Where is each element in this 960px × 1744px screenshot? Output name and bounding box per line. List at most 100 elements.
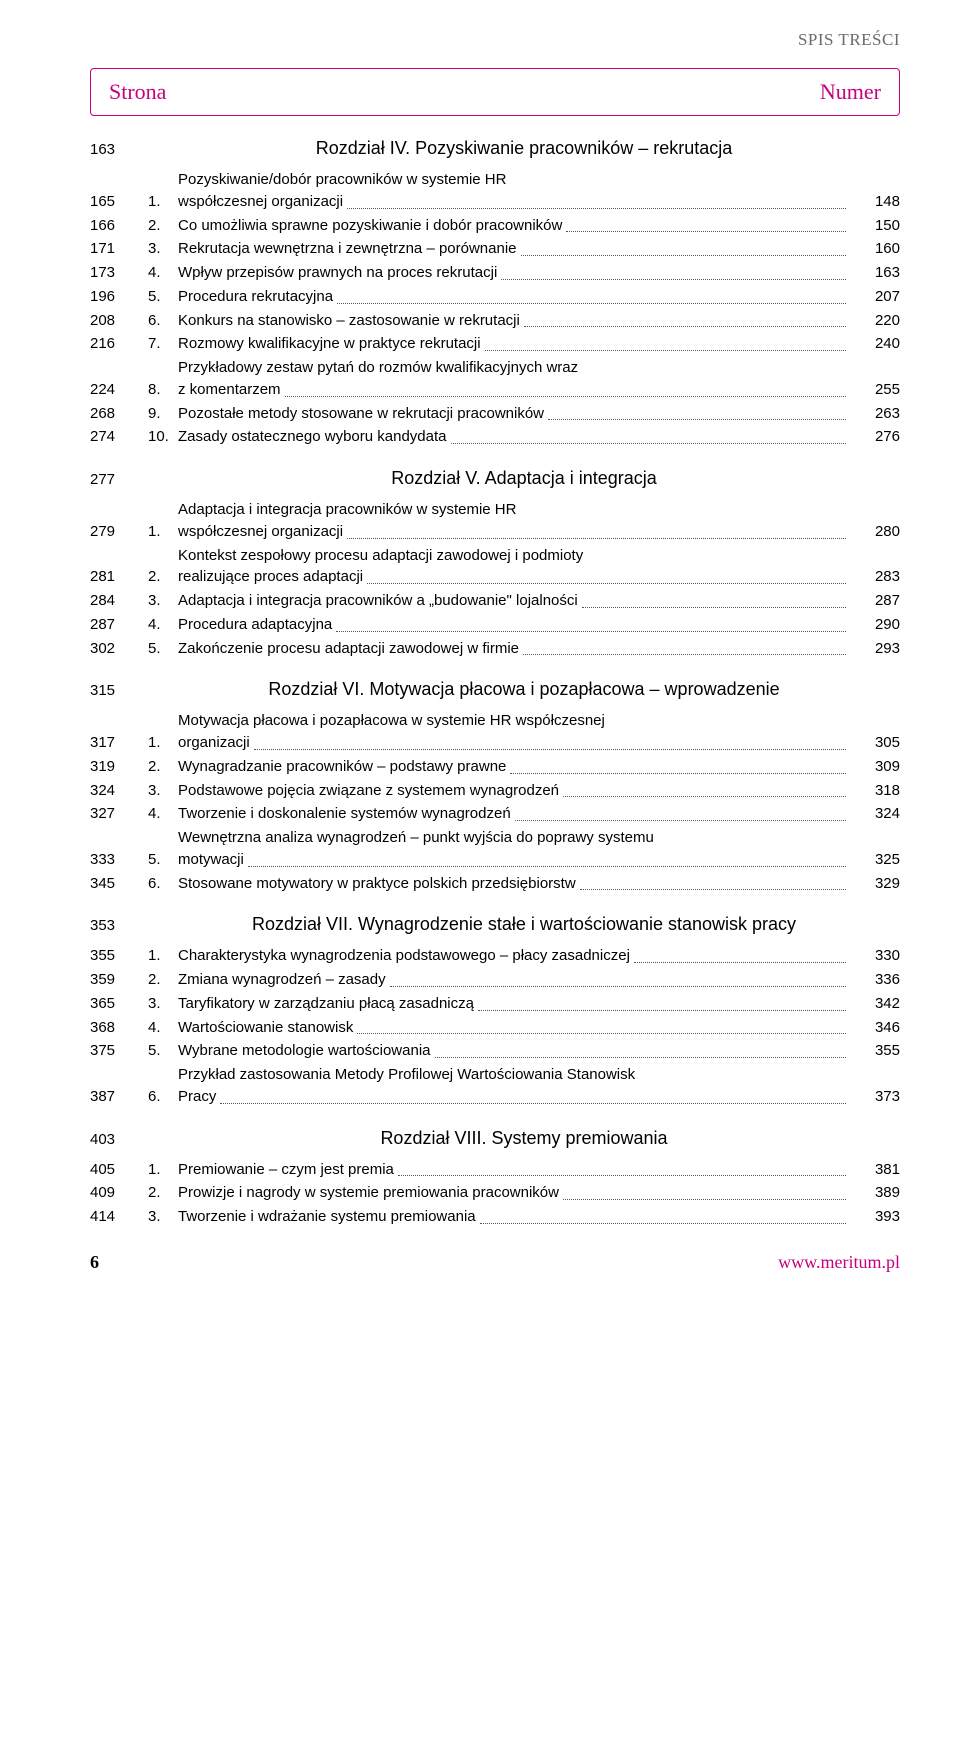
chapter-title: Rozdział VII. Wynagrodzenie stałe i wart… (148, 914, 900, 935)
page-left: 405 (90, 1159, 148, 1181)
item-text-line: współczesnej organizacji (178, 521, 850, 543)
page-left: 279 (90, 521, 148, 543)
item-text-line: Wartościowanie stanowisk (178, 1017, 850, 1039)
item-text-wrap: Przykład zastosowania Metody Profilowej … (178, 1064, 850, 1108)
item-number: 9. (148, 403, 178, 425)
page-right: 240 (850, 333, 900, 355)
item-text-line: Adaptacja i integracja pracowników a „bu… (178, 590, 850, 612)
item-text: Procedura rekrutacyjna (178, 286, 333, 308)
chapter-page-left: 277 (90, 471, 148, 488)
page-left: 327 (90, 803, 148, 825)
page-right: 324 (850, 803, 900, 825)
page-right: 305 (850, 732, 900, 754)
item-number: 6. (148, 873, 178, 895)
item-text: Zasady ostatecznego wyboru kandydata (178, 426, 447, 448)
page-right: 255 (850, 379, 900, 401)
page-left: 375 (90, 1040, 148, 1062)
page-right: 389 (850, 1182, 900, 1204)
chapter-block: 403Rozdział VIII. Systemy premiowania405… (90, 1128, 900, 1228)
item-text-wrap: Wynagradzanie pracowników – podstawy pra… (178, 756, 850, 778)
toc-row: 3755.Wybrane metodologie wartościowania3… (90, 1040, 900, 1062)
item-number: 2. (148, 756, 178, 778)
item-text: organizacji (178, 732, 250, 754)
item-text-wrap: Wewnętrzna analiza wynagrodzeń – punkt w… (178, 827, 850, 871)
item-text-line: Rozmowy kwalifikacyjne w praktyce rekrut… (178, 333, 850, 355)
leader-dots (357, 1033, 846, 1034)
toc-row: 2689.Pozostałe metody stosowane w rekrut… (90, 403, 900, 425)
toc-row: 1662.Co umożliwia sprawne pozyskiwanie i… (90, 215, 900, 237)
item-text: Stosowane motywatory w praktyce polskich… (178, 873, 576, 895)
leader-dots (248, 866, 846, 867)
item-text: Motywacja płacowa i pozapłacowa w system… (178, 710, 605, 732)
item-text-wrap: Konkurs na stanowisko – zastosowanie w r… (178, 310, 850, 332)
leader-dots (398, 1175, 846, 1176)
page-right: 330 (850, 945, 900, 967)
toc-row: 1713.Rekrutacja wewnętrzna i zewnętrzna … (90, 238, 900, 260)
chapter-block: 353Rozdział VII. Wynagrodzenie stałe i w… (90, 914, 900, 1107)
item-text: Pozostałe metody stosowane w rekrutacji … (178, 403, 544, 425)
item-text-line: Premiowanie – czym jest premia (178, 1159, 850, 1181)
site-url: www.meritum.pl (778, 1252, 900, 1273)
item-number: 1. (148, 945, 178, 967)
page-number: 6 (90, 1252, 99, 1273)
item-text-wrap: Premiowanie – czym jest premia (178, 1159, 850, 1181)
item-number: 7. (148, 333, 178, 355)
item-text-wrap: Zasady ostatecznego wyboru kandydata (178, 426, 850, 448)
chapter-row: 163Rozdział IV. Pozyskiwanie pracowników… (90, 138, 900, 159)
page-left: 165 (90, 191, 148, 213)
item-text: Wynagradzanie pracowników – podstawy pra… (178, 756, 506, 778)
page-right: 263 (850, 403, 900, 425)
page-right: 393 (850, 1206, 900, 1228)
toc-row: 3192.Wynagradzanie pracowników – podstaw… (90, 756, 900, 778)
page-left: 319 (90, 756, 148, 778)
item-text-line: organizacji (178, 732, 850, 754)
chapter-title: Rozdział IV. Pozyskiwanie pracowników – … (148, 138, 900, 159)
page-right: 318 (850, 780, 900, 802)
item-text: Charakterystyka wynagrodzenia podstawowe… (178, 945, 630, 967)
item-text: Wewnętrzna analiza wynagrodzeń – punkt w… (178, 827, 654, 849)
leader-dots (337, 303, 846, 304)
leader-dots (478, 1010, 846, 1011)
page-left: 287 (90, 614, 148, 636)
leader-dots (521, 255, 846, 256)
item-text: Przykładowy zestaw pytań do rozmów kwali… (178, 357, 578, 379)
page-right: 381 (850, 1159, 900, 1181)
item-number: 1. (148, 1159, 178, 1181)
item-text-line: realizujące proces adaptacji (178, 566, 850, 588)
page-left: 216 (90, 333, 148, 355)
leader-dots (347, 538, 846, 539)
item-text: Tworzenie i wdrażanie systemu premiowani… (178, 1206, 476, 1228)
chapter-block: 315Rozdział VI. Motywacja płacowa i poza… (90, 679, 900, 894)
item-text-line: Taryfikatory w zarządzaniu płacą zasadni… (178, 993, 850, 1015)
item-number: 8. (148, 379, 178, 401)
item-number: 1. (148, 732, 178, 754)
item-number: 5. (148, 849, 178, 871)
item-text-wrap: Zakończenie procesu adaptacji zawodowej … (178, 638, 850, 660)
page-right: 309 (850, 756, 900, 778)
leader-dots (523, 654, 846, 655)
chapter-page-left: 353 (90, 917, 148, 934)
item-text-line: Zakończenie procesu adaptacji zawodowej … (178, 638, 850, 660)
item-number: 6. (148, 1086, 178, 1108)
item-text-line: Zmiana wynagrodzeń – zasady (178, 969, 850, 991)
item-number: 3. (148, 993, 178, 1015)
leader-dots (501, 279, 846, 280)
item-number: 4. (148, 262, 178, 284)
item-text: Premiowanie – czym jest premia (178, 1159, 394, 1181)
leader-dots (285, 396, 846, 397)
item-text: Wybrane metodologie wartościowania (178, 1040, 431, 1062)
toc-row: 2086.Konkurs na stanowisko – zastosowani… (90, 310, 900, 332)
item-text: Pozyskiwanie/dobór pracowników w systemi… (178, 169, 506, 191)
item-text-line: Procedura adaptacyjna (178, 614, 850, 636)
leader-dots (435, 1057, 847, 1058)
leader-dots (510, 773, 846, 774)
header-left: Strona (109, 79, 166, 105)
chapter-row: 277Rozdział V. Adaptacja i integracja (90, 468, 900, 489)
toc-row: 1965.Procedura rekrutacyjna207 (90, 286, 900, 308)
toc-row: 2843.Adaptacja i integracja pracowników … (90, 590, 900, 612)
leader-dots (480, 1223, 846, 1224)
leader-dots (634, 962, 846, 963)
item-text-wrap: Adaptacja i integracja pracowników a „bu… (178, 590, 850, 612)
toc-row: 3876.Przykład zastosowania Metody Profil… (90, 1064, 900, 1108)
page-right: 325 (850, 849, 900, 871)
